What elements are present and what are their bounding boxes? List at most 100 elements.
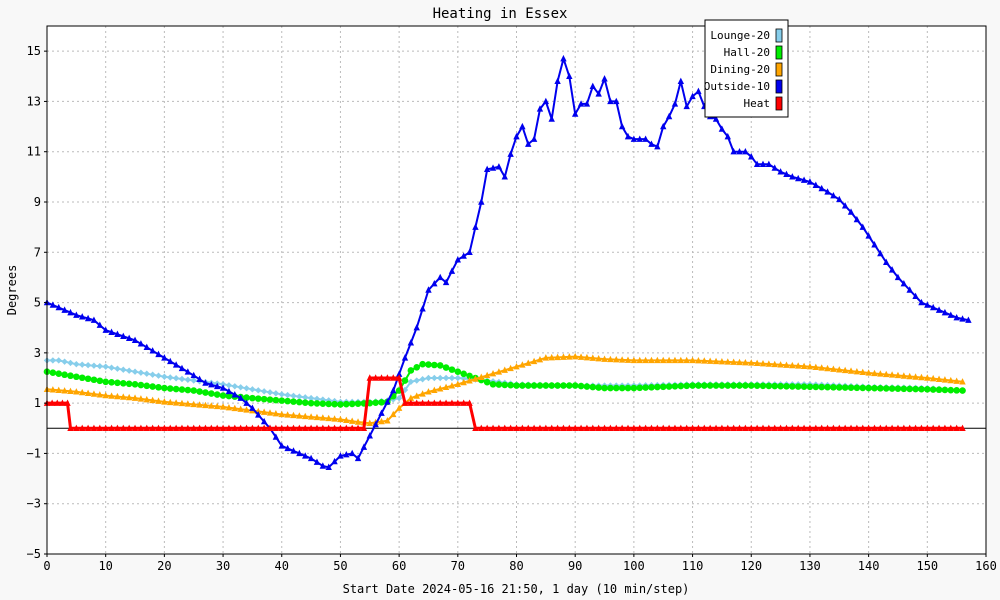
- data-point: [372, 374, 379, 381]
- data-point: [566, 424, 573, 431]
- data-point: [161, 424, 168, 431]
- data-point: [888, 266, 896, 273]
- data-point: [677, 77, 685, 85]
- data-point: [865, 424, 872, 431]
- data-point: [284, 397, 291, 405]
- data-point: [560, 54, 567, 62]
- data-point: [507, 424, 514, 431]
- x-tick-label: 20: [157, 559, 171, 573]
- data-point: [607, 355, 614, 363]
- data-point: [184, 424, 192, 431]
- data-point: [313, 400, 321, 407]
- data-point: [325, 463, 332, 470]
- data-point: [542, 354, 550, 361]
- data-point: [660, 122, 667, 130]
- data-point: [689, 382, 696, 389]
- data-point: [407, 367, 415, 374]
- data-point: [524, 382, 532, 389]
- data-point: [912, 373, 919, 380]
- data-point: [894, 273, 902, 281]
- data-point: [495, 163, 503, 170]
- data-point: [571, 352, 579, 360]
- data-point: [577, 424, 585, 431]
- data-point: [301, 399, 309, 406]
- data-point: [202, 424, 209, 431]
- data-point: [759, 359, 767, 367]
- data-point: [624, 132, 632, 140]
- data-point: [683, 356, 690, 364]
- data-point: [454, 399, 462, 406]
- data-point: [959, 387, 966, 394]
- data-point: [337, 424, 344, 431]
- data-point: [55, 357, 62, 364]
- data-point: [390, 410, 397, 418]
- data-point: [718, 382, 726, 389]
- data-point: [319, 424, 327, 431]
- data-point: [812, 424, 820, 431]
- data-point: [249, 404, 256, 411]
- data-point: [736, 424, 743, 431]
- data-point: [84, 314, 92, 322]
- data-point: [348, 400, 356, 408]
- data-point: [401, 377, 409, 384]
- data-point: [959, 378, 966, 385]
- data-point: [166, 385, 174, 392]
- data-point: [343, 424, 350, 431]
- data-point: [501, 381, 509, 389]
- data-point: [114, 379, 121, 387]
- data-point: [648, 384, 655, 391]
- data-point: [718, 125, 726, 132]
- data-point: [677, 356, 685, 364]
- data-point: [219, 381, 227, 388]
- data-point: [61, 358, 68, 365]
- legend-swatch: [775, 79, 783, 94]
- data-point: [196, 375, 203, 382]
- data-point: [120, 366, 127, 373]
- data-point: [190, 377, 197, 384]
- data-point: [460, 252, 467, 259]
- data-point: [219, 424, 227, 431]
- data-point: [149, 383, 156, 390]
- data-point: [929, 374, 937, 382]
- data-point: [583, 383, 591, 390]
- data-point: [190, 371, 197, 379]
- data-point: [378, 399, 385, 406]
- data-point: [483, 378, 491, 386]
- x-tick-label: 10: [98, 559, 112, 573]
- data-point: [783, 382, 790, 390]
- data-point: [454, 256, 462, 263]
- data-point: [683, 382, 690, 390]
- data-point: [794, 383, 802, 390]
- data-point: [853, 215, 861, 223]
- data-point: [548, 353, 555, 361]
- data-point: [384, 398, 391, 405]
- data-point: [102, 378, 109, 386]
- data-point: [278, 391, 285, 398]
- data-point: [489, 164, 497, 171]
- data-point: [712, 357, 720, 365]
- data-point: [395, 404, 403, 411]
- data-point: [519, 361, 526, 368]
- data-point: [789, 173, 796, 180]
- x-axis-label: Start Date 2024-05-16 21:50, 1 day (10 m…: [343, 582, 690, 596]
- data-point: [753, 160, 761, 167]
- data-point: [900, 372, 908, 379]
- data-point: [202, 379, 209, 386]
- data-point: [243, 394, 250, 401]
- x-tick-label: 150: [916, 559, 938, 573]
- data-point: [307, 394, 315, 402]
- data-point: [190, 387, 198, 394]
- data-point: [67, 359, 74, 367]
- y-tick-label: 7: [34, 245, 41, 259]
- data-point: [583, 100, 591, 107]
- data-point: [595, 90, 602, 97]
- data-point: [343, 400, 350, 408]
- data-point: [877, 249, 884, 257]
- data-point: [219, 384, 227, 391]
- data-point: [296, 393, 303, 400]
- data-point: [296, 449, 303, 457]
- data-point: [343, 450, 350, 458]
- data-point: [478, 373, 485, 380]
